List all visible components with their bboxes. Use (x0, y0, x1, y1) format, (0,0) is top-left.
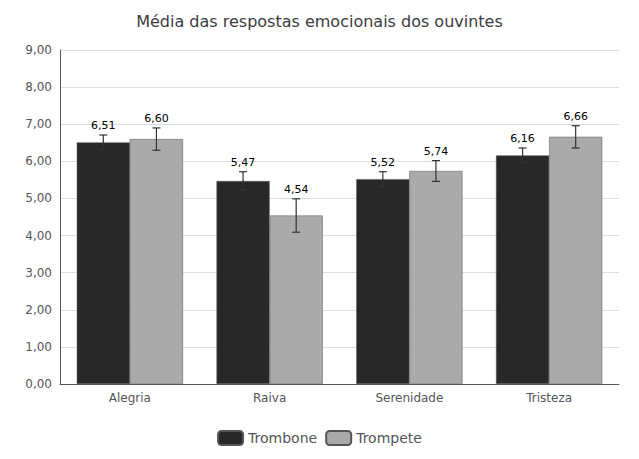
svg-text:Alegria: Alegria (109, 391, 151, 405)
svg-text:3,00: 3,00 (25, 266, 52, 280)
svg-text:Serenidade: Serenidade (375, 391, 443, 405)
svg-text:5,74: 5,74 (424, 145, 449, 158)
svg-text:Raiva: Raiva (253, 391, 286, 405)
svg-text:5,00: 5,00 (25, 191, 52, 205)
svg-text:Tristeza: Tristeza (525, 391, 572, 405)
svg-text:Média das respostas emocionais: Média das respostas emocionais dos ouvin… (136, 12, 503, 31)
svg-text:9,00: 9,00 (25, 43, 52, 57)
svg-text:7,00: 7,00 (25, 117, 52, 131)
svg-text:Trompete: Trompete (355, 430, 422, 446)
svg-text:5,52: 5,52 (371, 156, 396, 169)
svg-text:5,47: 5,47 (231, 156, 256, 169)
svg-text:1,00: 1,00 (25, 340, 52, 354)
svg-text:Trombone: Trombone (247, 430, 317, 446)
svg-text:6,60: 6,60 (144, 112, 169, 125)
svg-text:4,54: 4,54 (284, 183, 309, 196)
svg-text:6,16: 6,16 (510, 132, 535, 145)
svg-text:6,00: 6,00 (25, 154, 52, 168)
svg-text:6,66: 6,66 (563, 110, 588, 123)
svg-text:8,00: 8,00 (25, 80, 52, 94)
svg-text:2,00: 2,00 (25, 303, 52, 317)
svg-text:6,51: 6,51 (91, 119, 116, 132)
svg-text:4,00: 4,00 (25, 229, 52, 243)
svg-text:0,00: 0,00 (25, 377, 52, 391)
